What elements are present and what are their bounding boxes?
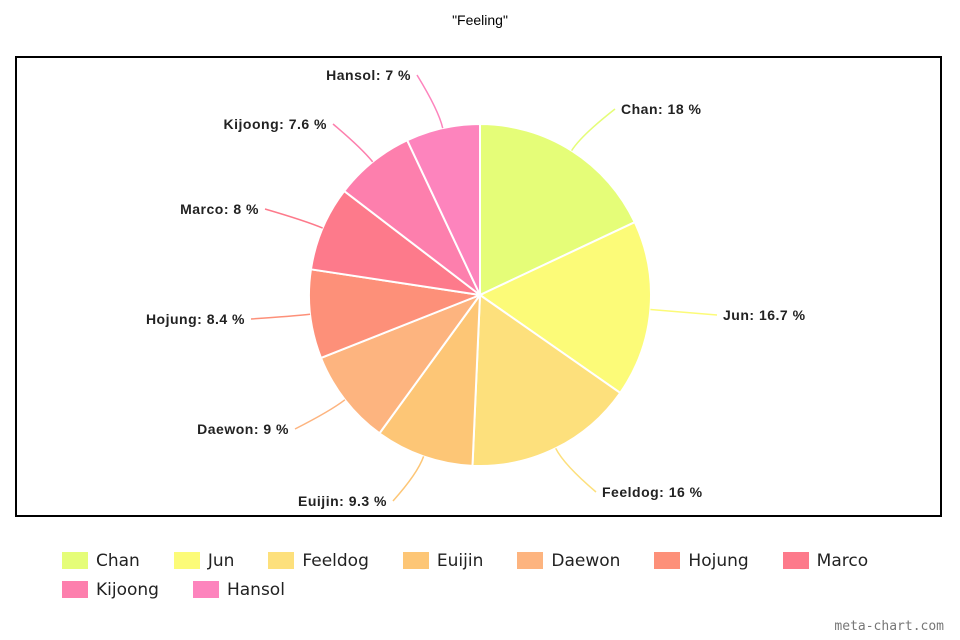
legend-item-kijoong[interactable]: Kijoong	[62, 580, 159, 600]
legend-label-kijoong: Kijoong	[96, 579, 159, 600]
leader-line-feeldog	[555, 447, 597, 493]
legend-label-euijin: Euijin	[436, 550, 484, 571]
slice-label-chan: Chan: 18 %	[621, 101, 702, 117]
legend-item-hansol[interactable]: Hansol	[192, 579, 285, 600]
leader-line-euijin	[392, 456, 425, 502]
legend-swatch-jun	[173, 552, 200, 569]
legend-item-feeldog[interactable]: Feeldog	[268, 550, 369, 571]
pie-slice-daewon	[319, 292, 483, 435]
legend-swatch-daewon	[517, 552, 544, 569]
chart-title: "Feeling"	[452, 12, 508, 28]
slice-label-daewon: Daewon: 9 %	[197, 421, 289, 437]
legend-label-hojung: Hojung	[688, 550, 749, 571]
legend-item-marco[interactable]: Marco	[782, 550, 869, 571]
legend-swatch-marco	[782, 552, 809, 569]
leader-line-jun	[650, 308, 718, 316]
legend-label-chan: Chan	[96, 550, 140, 571]
leader-line-hojung	[250, 313, 311, 320]
legend-swatch-kijoong	[62, 581, 88, 598]
pie-slice-hansol	[405, 122, 481, 296]
pie-chart: Chan: 18 % Jun: 16.7 % Feeldog: 16 % Euijin…	[146, 67, 806, 509]
legend-label-jun: Jun	[207, 550, 235, 571]
legend-swatch-hansol	[192, 581, 219, 598]
legend-label-hansol: Hansol	[226, 579, 285, 600]
legend-row: Kijoong Hansol	[62, 575, 942, 604]
legend-swatch-hojung	[654, 552, 681, 569]
legend-swatch-euijin	[402, 552, 429, 569]
slice-label-hojung: Hojung: 8.4 %	[146, 311, 245, 327]
legend-item-chan[interactable]: Chan	[62, 551, 140, 571]
legend-item-daewon[interactable]: Daewon	[517, 551, 620, 571]
slice-label-feeldog: Feeldog: 16 %	[602, 484, 703, 500]
legend-label-daewon: Daewon	[551, 550, 621, 571]
leader-line-kijoong	[332, 123, 374, 163]
slice-label-jun: Jun: 16.7 %	[723, 307, 806, 323]
slice-label-kijoong: Kijoong: 7.6 %	[224, 116, 328, 132]
legend-label-marco: Marco	[816, 550, 869, 571]
leader-line-hansol	[416, 74, 444, 129]
pie-slice-chan	[479, 122, 637, 297]
legend-item-hojung[interactable]: Hojung	[654, 550, 749, 571]
leader-line-daewon	[294, 399, 346, 430]
legend-swatch-chan	[62, 552, 88, 569]
legend-label-feeldog: Feeldog	[302, 550, 369, 571]
pie-slice-hojung	[308, 268, 484, 360]
legend-row: Chan Jun Feeldog Euijin Daewon Hojung Marco	[62, 546, 942, 575]
plot-area: Chan: 18 % Jun: 16.7 % Feeldog: 16 % Euijin…	[15, 56, 942, 517]
slice-label-euijin: Euijin: 9.3 %	[298, 493, 387, 509]
leader-line-chan	[570, 108, 616, 152]
legend-item-euijin[interactable]: Euijin	[402, 550, 484, 571]
legend: Chan Jun Feeldog Euijin Daewon Hojung Marco Kij…	[62, 546, 942, 604]
slice-label-hansol: Hansol: 7 %	[326, 67, 411, 83]
legend-item-jun[interactable]: Jun	[173, 550, 235, 571]
pie-slice-jun	[478, 220, 652, 395]
slice-label-marco: Marco: 8 %	[180, 201, 259, 217]
legend-swatch-feeldog	[268, 552, 295, 569]
watermark: meta-chart.com	[834, 619, 944, 634]
leader-line-marco	[264, 208, 323, 229]
